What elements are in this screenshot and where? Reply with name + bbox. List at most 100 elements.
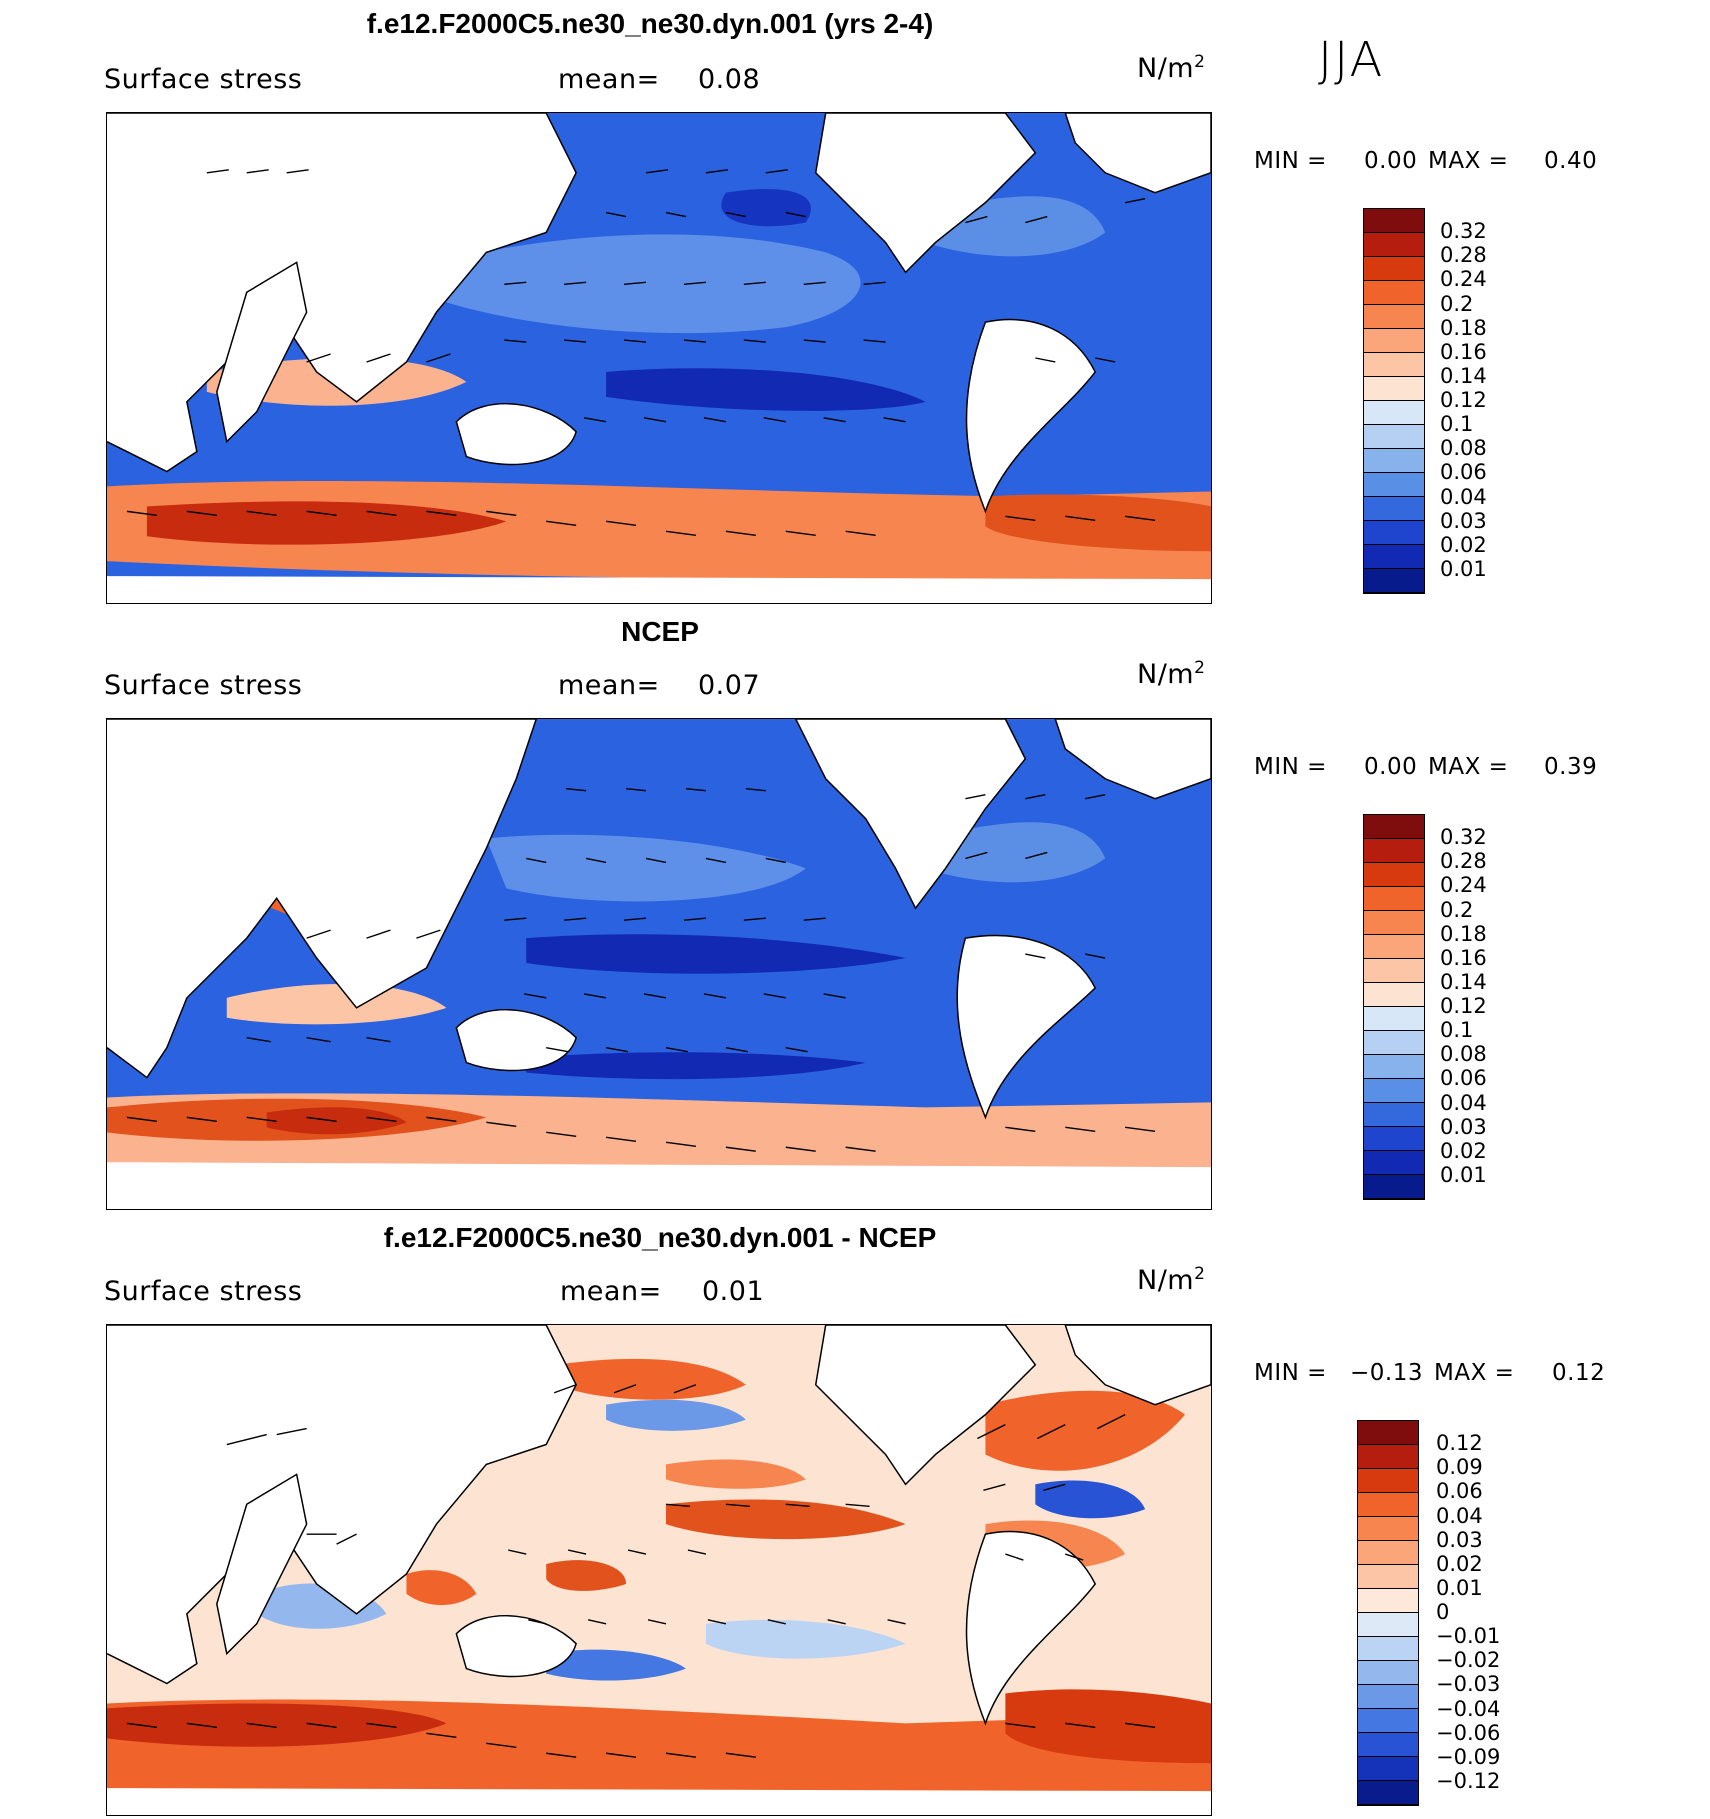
map-svg [107,719,1211,1209]
map-plot [106,718,1212,1210]
colorbar-swatch [1364,1175,1424,1199]
colorbar-swatch [1364,1127,1424,1151]
colorbar-swatch [1358,1637,1418,1661]
colorbar-tick-label: 0.03 [1436,1527,1483,1552]
colorbar-tick-label: 0.04 [1440,484,1487,509]
colorbar-swatch [1358,1781,1418,1805]
colorbar-swatch [1364,401,1424,425]
colorbar-tick-label: −0.04 [1436,1696,1501,1721]
colorbar-tick-label: 0.12 [1440,388,1487,412]
min-value: 0.00 [1364,754,1418,780]
unit-superscript: 2 [1194,1264,1206,1284]
colorbar-swatch [1358,1733,1418,1757]
colorbar-tick-label: 0.04 [1436,1503,1483,1528]
colorbar-tick-label: 0.02 [1440,532,1487,557]
colorbar-swatch [1364,329,1424,353]
colorbar-tick-label: 0.12 [1436,1431,1483,1456]
colorbar-swatch [1364,257,1424,281]
colorbar-swatch [1358,1493,1418,1517]
colorbar-swatch [1358,1517,1418,1541]
colorbar-swatch [1364,569,1424,593]
colorbar-swatch [1364,887,1424,911]
colorbar-swatch [1364,473,1424,497]
colorbar-tick-label: 0.01 [1436,1575,1483,1600]
colorbar-tick-label: 0.24 [1440,873,1487,898]
colorbar-swatch [1358,1589,1418,1613]
colorbar [1363,208,1425,594]
min-value: 0.00 [1364,148,1418,174]
map-svg [107,1325,1211,1815]
colorbar-swatch [1358,1685,1418,1709]
field-label: Surface stress [104,1276,303,1307]
colorbar-swatch [1364,1079,1424,1103]
colorbar-swatch [1364,1031,1424,1055]
colorbar-tick-label: −0.12 [1436,1768,1501,1793]
panel-title: NCEP [621,616,699,647]
colorbar-tick-label: 0.16 [1440,945,1487,970]
panel-title: f.e12.F2000C5.ne30_ne30.dyn.001 - NCEP [383,1222,937,1253]
max-label: MAX = [1434,1360,1515,1386]
colorbar-tick-label: 0.2 [1440,897,1474,922]
colorbar-swatch [1364,935,1424,959]
colorbar-tick-label: −0.03 [1436,1672,1501,1697]
max-label: MAX = [1428,754,1509,780]
colorbar-swatch [1364,377,1424,401]
colorbar-swatch [1358,1541,1418,1565]
colorbar-swatch [1364,839,1424,863]
colorbar-tick-label: 0.12 [1440,994,1487,1018]
colorbar-swatch [1364,911,1424,935]
colorbar-tick-label: 0.32 [1440,219,1487,244]
colorbar-swatch [1358,1661,1418,1685]
colorbar-swatch [1358,1613,1418,1637]
colorbar-tick-label: 0.28 [1440,849,1487,874]
panel-title: f.e12.F2000C5.ne30_ne30.dyn.001 (yrs 2-4… [366,8,934,39]
colorbar-tick-label: 0.1 [1440,412,1474,437]
colorbar-swatch [1364,497,1424,521]
colorbar-tick-label: 0.24 [1440,267,1487,292]
colorbar-swatch [1364,305,1424,329]
unit-label: N/m2 [1137,658,1205,690]
min-label: MIN = [1254,754,1327,780]
unit-superscript: 2 [1194,52,1206,72]
colorbar-swatch [1364,521,1424,545]
colorbar-tick-label: 0.14 [1440,969,1487,994]
colorbar-swatch [1358,1421,1418,1445]
colorbar [1357,1420,1419,1806]
season-label: JJA [1318,32,1385,88]
colorbar-tick-label: 0.03 [1440,508,1487,533]
max-value: 0.39 [1544,754,1598,780]
colorbar-tick-label: −0.09 [1436,1744,1501,1769]
unit-text: N/m [1137,53,1195,84]
field-label: Surface stress [104,670,303,701]
field-label: Surface stress [104,64,303,95]
colorbar-tick-label: 0.04 [1440,1090,1487,1115]
colorbar-tick-label: 0.06 [1440,1066,1487,1091]
colorbar-swatch [1364,983,1424,1007]
colorbar-tick-label: 0.14 [1440,363,1487,388]
colorbar-swatch [1364,425,1424,449]
unit-text: N/m [1137,1265,1195,1296]
colorbar-tick-label: 0.08 [1440,436,1487,461]
map-plot [106,1324,1212,1816]
mean-label: mean= [558,670,660,701]
map-plot [106,112,1212,604]
colorbar-tick-label: 0.18 [1440,921,1487,946]
colorbar-swatch [1358,1565,1418,1589]
colorbar-swatch [1364,209,1424,233]
colorbar-tick-label: 0.03 [1440,1114,1487,1139]
max-label: MAX = [1428,148,1509,174]
colorbar-swatch [1364,863,1424,887]
wind-vector-field [126,169,1156,536]
colorbar-swatch [1364,815,1424,839]
colorbar-swatch [1364,1103,1424,1127]
colorbar-tick-label: 0 [1436,1600,1450,1624]
colorbar-tick-label: 0.28 [1440,243,1487,268]
colorbar-tick-label: 0.02 [1436,1551,1483,1576]
colorbar-tick-label: 0.02 [1440,1138,1487,1163]
max-value: 0.12 [1552,1360,1606,1386]
colorbar-tick-label: 0.06 [1440,460,1487,485]
colorbar-tick-label: −0.01 [1436,1624,1501,1649]
colorbar-swatch [1364,1055,1424,1079]
colorbar-swatch [1358,1757,1418,1781]
